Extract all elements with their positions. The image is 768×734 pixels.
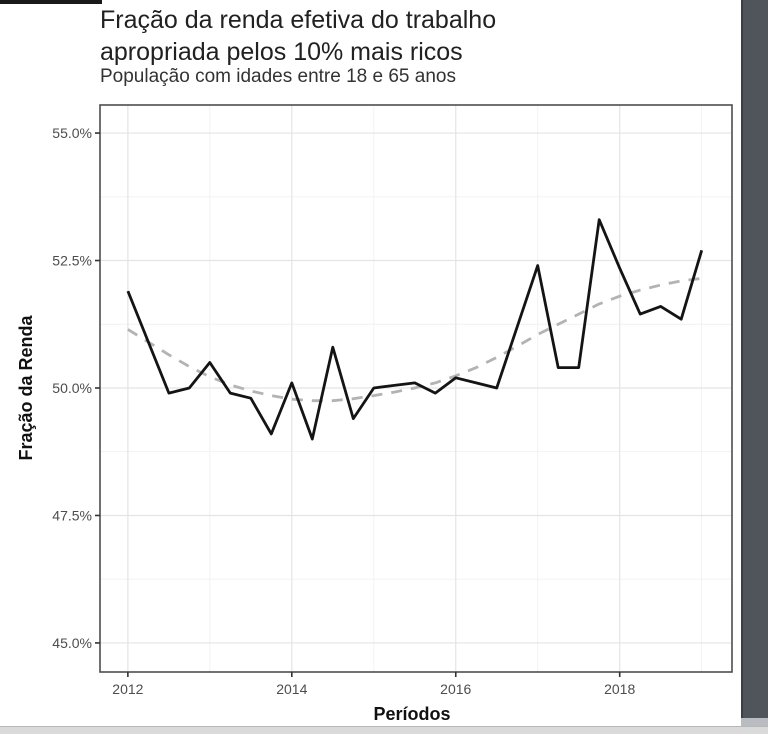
x-tick-label: 2018: [604, 681, 635, 697]
y-axis-title: Fração da Renda: [16, 314, 36, 460]
x-tick-label: 2014: [276, 681, 307, 697]
axis-tick-marks: [95, 132, 621, 677]
y-tick-label: 47.5%: [52, 507, 92, 523]
window-bottom-edge: [0, 726, 768, 734]
scrollbar-track[interactable]: [741, 0, 768, 727]
y-tick-labels: 55.0% 52.5% 50.0% 47.5% 45.0%: [52, 125, 92, 651]
chart-subtitle: População com idades entre 18 e 65 anos: [100, 66, 456, 87]
x-tick-labels: 2012 2014 2016 2018: [112, 681, 635, 697]
x-axis-title: Períodos: [373, 704, 450, 724]
y-tick-label: 50.0%: [52, 380, 92, 396]
y-tick-label: 52.5%: [52, 253, 92, 269]
y-tick-label: 55.0%: [52, 125, 92, 141]
x-tick-label: 2016: [440, 681, 471, 697]
window-top-edge: [0, 0, 102, 4]
chart-series: [126, 218, 704, 441]
chart-title: Fração da renda efetiva do trabalho apro…: [100, 6, 497, 66]
x-tick-label: 2012: [112, 681, 143, 697]
series-line-solid: [126, 218, 704, 441]
y-tick-label: 45.0%: [52, 635, 92, 651]
scrollbar-thumb[interactable]: [741, 0, 768, 718]
